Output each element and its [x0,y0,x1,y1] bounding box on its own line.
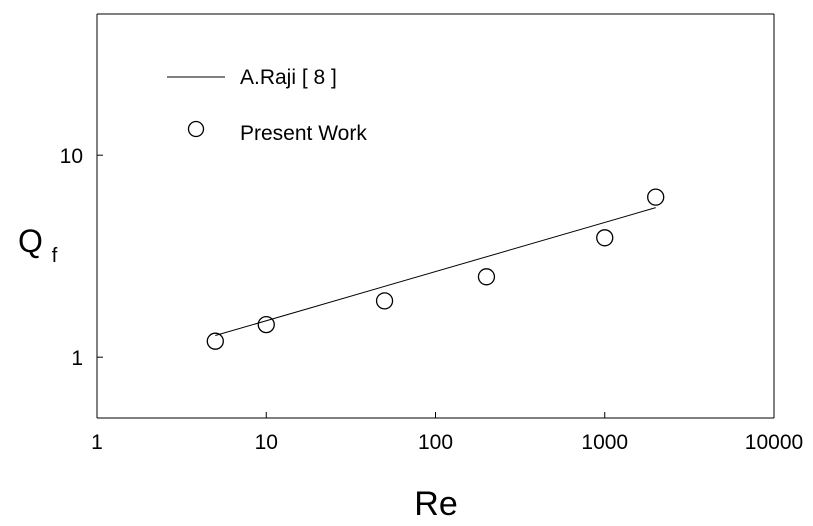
data-point [206,332,224,350]
y-axis-label-main: Q [18,223,43,259]
x-tick-label: 1 [91,431,103,454]
x-axis-label: Re [414,485,457,523]
x-tick-label: 100 [418,431,453,454]
x-ticks: 1 10 100 1000 10000 [91,412,803,454]
y-ticks: 1 10 [60,145,103,370]
data-point [375,292,394,310]
x-tick-label: 10 [255,431,278,454]
legend: A.Raji [ 8 ] Present Work [167,66,367,145]
series-layer [206,188,665,350]
legend-marker-swatch [187,120,205,138]
data-point [257,315,275,334]
y-tick-label: 1 [71,347,83,370]
legend-label-markers: Present Work [240,122,367,145]
legend-label-line: A.Raji [ 8 ] [240,66,337,89]
y-tick-label: 10 [60,145,83,168]
x-tick-label: 1000 [581,431,628,454]
y-axis-label: Q f [18,223,58,267]
data-point [596,229,614,247]
plot-frame [96,13,775,419]
data-point [647,188,665,206]
x-tick-label: 10000 [745,431,803,454]
data-point [477,268,496,286]
y-axis-label-sub: f [52,245,58,267]
fit-line [215,207,656,337]
